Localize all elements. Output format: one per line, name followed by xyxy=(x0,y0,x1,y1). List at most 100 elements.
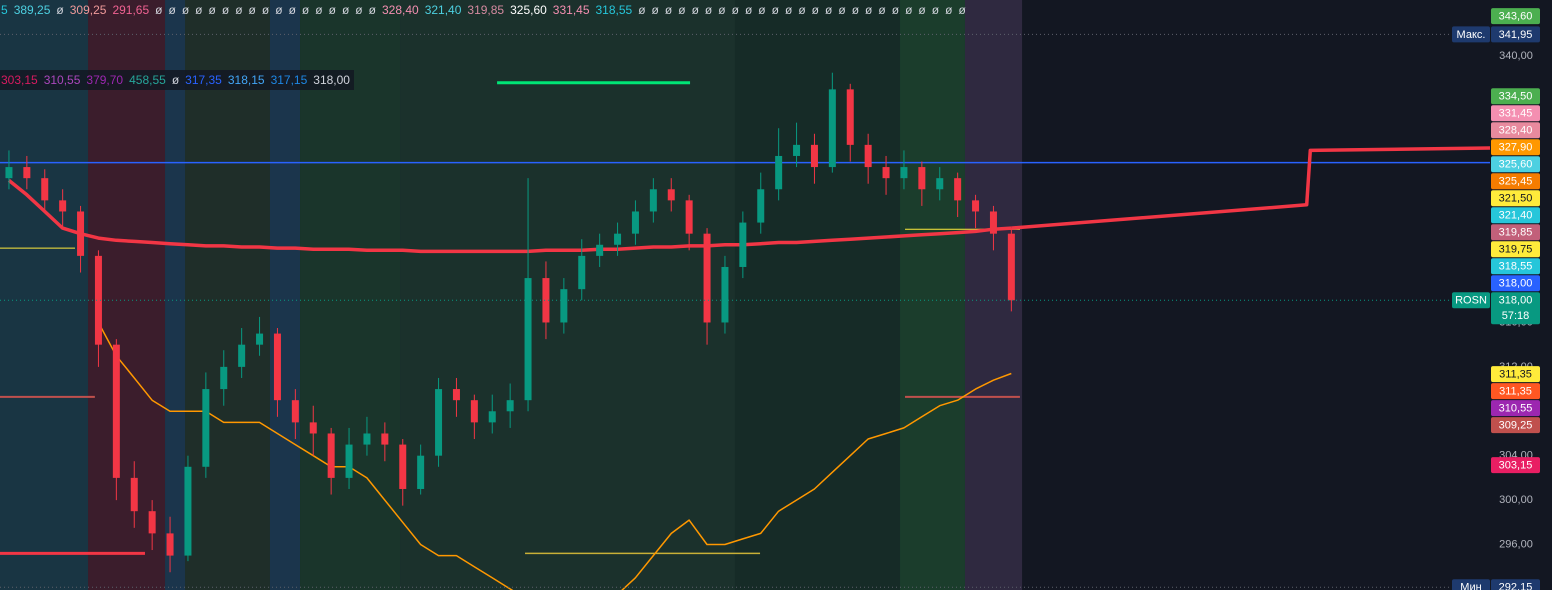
indicator-value: 458,55 xyxy=(129,73,166,87)
price-badge-tag-bg xyxy=(1452,292,1490,309)
candle-body xyxy=(900,167,908,179)
candle-body xyxy=(918,167,926,190)
indicator-value: ø xyxy=(638,3,646,17)
indicator-value: ø xyxy=(664,3,673,17)
candle-body xyxy=(399,444,407,489)
indicator-value: 379,70 xyxy=(86,73,124,87)
price-badge-tag-bg xyxy=(1452,26,1490,43)
indicator-value: ø xyxy=(301,3,310,17)
price-badge xyxy=(1491,258,1540,275)
candle-body xyxy=(667,189,675,201)
price-badge xyxy=(1491,383,1540,400)
indicator-value: ø xyxy=(168,3,176,17)
price-badge-label: 319,85 xyxy=(1499,227,1533,239)
candle-body xyxy=(5,167,13,179)
indicator-value: ø xyxy=(918,3,926,17)
indicator-value: ø xyxy=(368,3,376,17)
indicator-value: ø xyxy=(945,3,953,17)
candle-body xyxy=(112,344,120,478)
indicator-value: 317,15 xyxy=(270,73,308,87)
indicator-value: 325,60 xyxy=(510,3,547,17)
price-badge xyxy=(1491,241,1540,258)
indicator-value: ø xyxy=(931,3,940,17)
indicator-value: ø xyxy=(328,3,336,17)
price-badge xyxy=(1491,139,1540,156)
indicator-value: ø xyxy=(315,3,323,17)
candle-body xyxy=(936,178,944,190)
indicator-value: ø xyxy=(771,3,779,17)
price-badge xyxy=(1491,275,1540,292)
indicator-value: ø xyxy=(758,3,766,17)
zone xyxy=(269,0,301,590)
price-badge-tag: Макс. xyxy=(1457,29,1486,41)
indicator-value: 317,35 xyxy=(185,73,222,87)
candle-body xyxy=(596,244,604,256)
indicator-value: ø xyxy=(248,3,256,17)
indicator-value: ø xyxy=(704,3,713,17)
candle-body xyxy=(1007,233,1015,301)
candle-body xyxy=(41,178,49,201)
indicator-value: 389,25 xyxy=(13,3,51,17)
candle-body xyxy=(864,144,872,168)
price-badge-label: 325,45 xyxy=(1499,176,1533,188)
zone xyxy=(185,0,270,590)
candle-body xyxy=(721,266,729,323)
indicator-value: 321,40 xyxy=(424,3,462,17)
zone xyxy=(300,0,401,590)
candle-body xyxy=(363,433,371,445)
price-badge-label: 318,00 xyxy=(1499,295,1533,307)
price-badge-tag-bg xyxy=(1452,579,1490,590)
candle-body xyxy=(327,433,335,478)
price-badge-label: 331,45 xyxy=(1499,108,1533,120)
price-badge-label: 318,00 xyxy=(1499,278,1533,290)
price-badge-tag: ROSN xyxy=(1455,295,1487,307)
indicator-legend: 5 389,25 ø 309,25 291,65 ø ø ø ø ø ø ø ø ø ø ø ø ø ø ø ø ø 328… xyxy=(0,0,970,20)
indicator-value: 309,25 xyxy=(69,3,107,17)
candle-body xyxy=(757,189,765,223)
candle-body xyxy=(345,444,353,478)
candle-body xyxy=(220,366,228,390)
indicator-value: ø xyxy=(731,3,739,17)
candle-body xyxy=(954,178,962,201)
price-badge-label: 292,15 xyxy=(1499,582,1533,590)
indicator-value: 318,15 xyxy=(227,73,265,87)
candle-body xyxy=(828,89,836,168)
price-badges: 343,60 341,95 Макс. 334,50 331,45 328,40 327,9… xyxy=(0,8,1540,590)
zone xyxy=(165,0,186,590)
candle-body xyxy=(739,222,747,267)
candle-body xyxy=(560,289,568,323)
price-badge-label: 311,35 xyxy=(1499,385,1532,397)
candle-body xyxy=(631,211,639,234)
indicator-value: ø xyxy=(838,3,846,17)
price-badge xyxy=(1491,417,1540,434)
price-badge-label: 303,15 xyxy=(1499,460,1533,472)
indicator-value: ø xyxy=(171,73,180,87)
price-badge xyxy=(1491,224,1540,241)
price-badge-label: 334,50 xyxy=(1499,91,1533,103)
indicator-value: ø xyxy=(851,3,860,17)
bar-timer: 57:18 xyxy=(1502,310,1530,322)
indicator-value: 303,15 xyxy=(1,73,38,87)
candle-body xyxy=(685,200,693,234)
indicator-value: ø xyxy=(651,3,659,17)
price-badge-label: 318,55 xyxy=(1499,261,1533,273)
price-badge xyxy=(1491,207,1540,224)
zone xyxy=(0,0,89,590)
indicator-line xyxy=(1011,146,1490,230)
indicator-value: ø xyxy=(811,3,820,17)
indicator-value: 5 xyxy=(1,3,8,17)
indicator-legend: 303,15 310,55 379,70 458,55 ø 317,35 318,15 317… xyxy=(0,70,354,90)
candle-body xyxy=(989,211,997,234)
candle-body xyxy=(166,533,174,556)
price-badge xyxy=(1491,156,1540,173)
y-tick-label: 300,00 xyxy=(1499,494,1533,506)
price-badge-label: 341,95 xyxy=(1499,29,1533,41)
indicator-value: ø xyxy=(718,3,726,17)
candle-body xyxy=(703,233,711,323)
indicator-value: ø xyxy=(958,3,966,17)
candle-body xyxy=(94,255,102,345)
indicator-value: ø xyxy=(56,3,64,17)
price-badge-label: 321,40 xyxy=(1499,210,1533,222)
indicator-value: ø xyxy=(825,3,833,17)
